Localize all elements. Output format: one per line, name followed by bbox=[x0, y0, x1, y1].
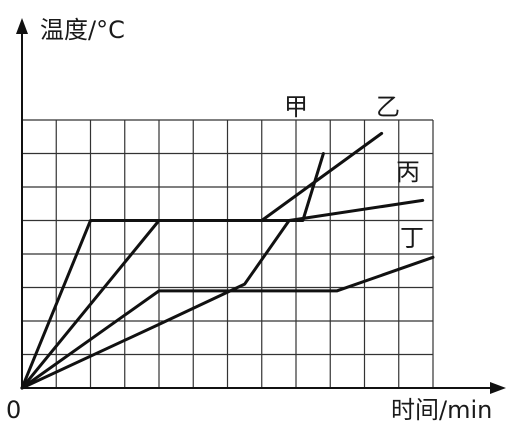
series-line-2 bbox=[20, 198, 425, 390]
grid bbox=[22, 119, 434, 388]
series-group bbox=[20, 131, 435, 390]
series-label: 丙 bbox=[396, 158, 420, 186]
x-axis-label: 时间/min bbox=[391, 396, 492, 424]
y-axis-arrow-icon bbox=[16, 18, 28, 34]
axes bbox=[16, 18, 506, 394]
series-label: 丁 bbox=[400, 224, 424, 252]
origin-label: 0 bbox=[6, 396, 21, 424]
series-label: 甲 bbox=[284, 93, 308, 121]
y-axis-label: 温度/°C bbox=[40, 16, 125, 44]
x-axis-arrow-icon bbox=[490, 382, 506, 394]
labels-group: 甲 乙丙丁 温度/°C 时间/min 0 bbox=[6, 16, 492, 424]
series-label: 乙 bbox=[376, 93, 400, 121]
series-line-3 bbox=[20, 255, 435, 390]
series-line-1 bbox=[20, 131, 384, 390]
series-line-0 bbox=[20, 152, 325, 390]
